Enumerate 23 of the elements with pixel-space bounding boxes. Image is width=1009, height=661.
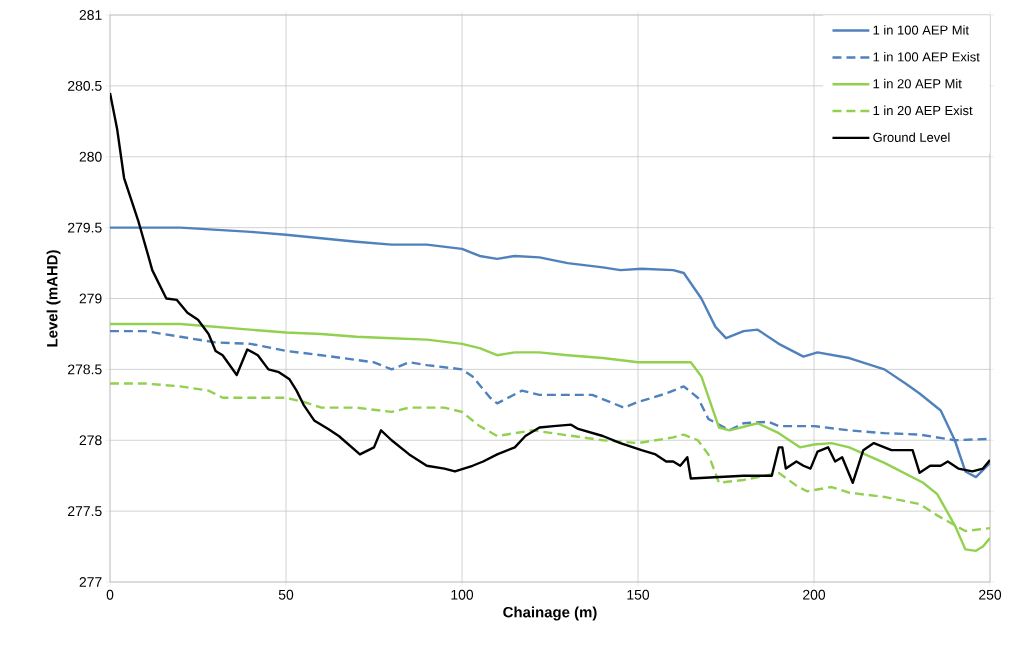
y-tick-label: 280 [79, 151, 102, 162]
y-tick-label: 278.5 [68, 364, 102, 375]
y-axis-title: Level (mAHD) [46, 250, 61, 347]
legend-label: Ground Level [873, 132, 950, 142]
x-tick-label: 0 [106, 589, 114, 600]
y-tick-label: 278 [79, 435, 102, 446]
y-tick-label: 281 [79, 10, 102, 20]
legend-label: 1 in 20 AEP Mit [873, 78, 962, 89]
x-tick-label: 100 [451, 589, 474, 600]
x-tick-label: 50 [278, 589, 294, 600]
y-tick-label: 280.5 [68, 80, 102, 91]
y-tick-label: 277 [79, 577, 102, 587]
legend-label: 1 in 100 AEP Exist [873, 51, 980, 62]
y-tick-label: 279 [79, 293, 102, 304]
y-tick-label: 277.5 [68, 506, 102, 517]
legend-label: 1 in 100 AEP Mit [873, 25, 969, 35]
y-tick-label: 279.5 [68, 222, 102, 233]
x-tick-label: 250 [979, 589, 1002, 600]
legend-label: 1 in 20 AEP Exist [873, 105, 973, 116]
x-tick-label: 150 [627, 589, 650, 600]
x-axis-title: Chainage (m) [503, 606, 597, 621]
line-series [110, 226, 991, 479]
x-tick-label: 200 [803, 589, 826, 600]
